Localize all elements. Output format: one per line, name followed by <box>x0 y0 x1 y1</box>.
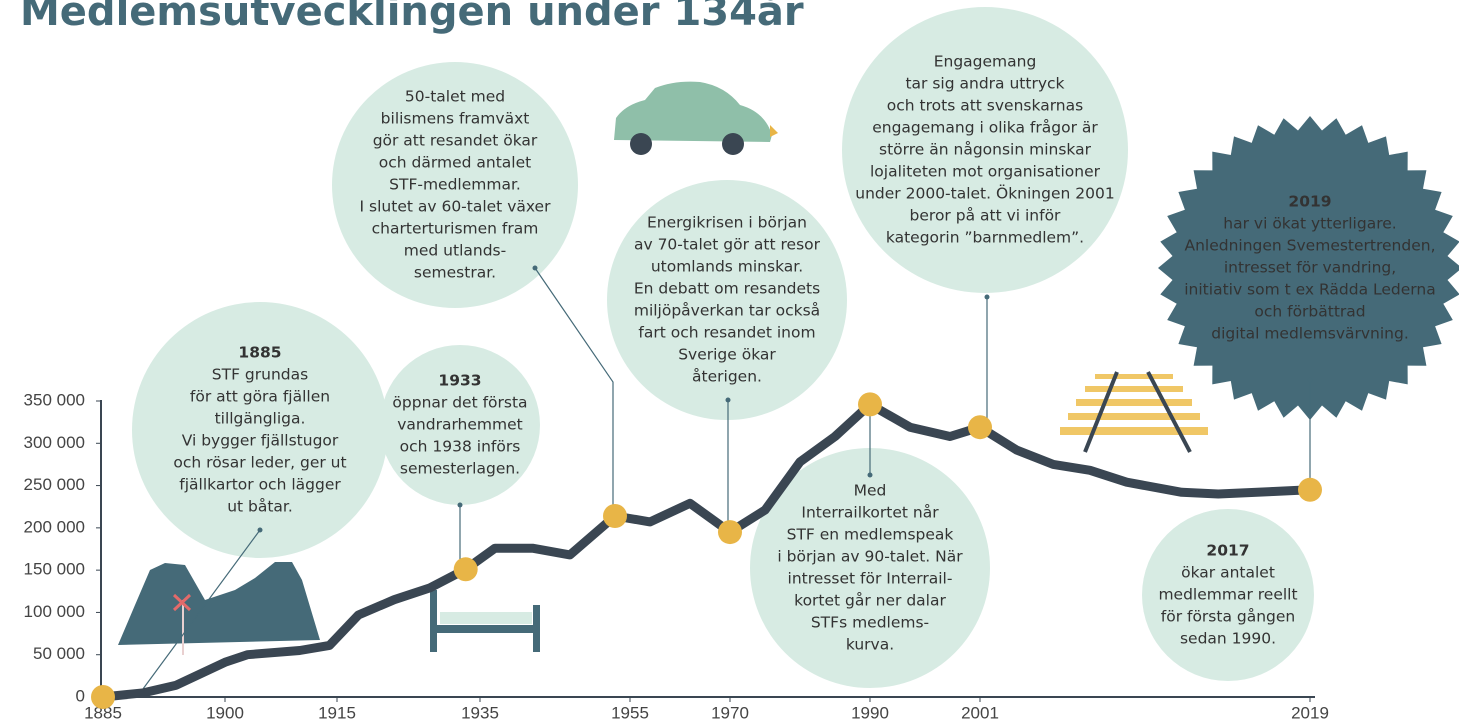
highlight-dot <box>91 685 115 709</box>
annotation-text: engagemang i olika frågor är <box>872 119 1098 137</box>
highlight-dot <box>968 415 992 439</box>
annotation-title: 2019 <box>1288 193 1331 211</box>
x-tick-label: 1900 <box>206 703 244 722</box>
annotation-text: Engagemang <box>934 53 1037 71</box>
mountain <box>118 562 320 645</box>
annotation-text: ökar antalet <box>1181 564 1275 582</box>
annotation-text: intresset för vandring, <box>1224 259 1396 277</box>
annotation-text: med utlands- <box>404 242 506 260</box>
leader-dot <box>458 503 463 508</box>
annotation-text: under 2000-talet. Ökningen 2001 <box>855 184 1114 203</box>
y-tick-label: 200 000 <box>24 517 85 536</box>
x-tick-label: 1935 <box>461 703 499 722</box>
annotation-text: intresset för Interrail- <box>788 570 953 588</box>
highlight-dot <box>1298 478 1322 502</box>
annotation-text: återigen. <box>692 368 762 386</box>
annotation-text: semesterlagen. <box>400 460 520 478</box>
x-tick-label: 1955 <box>611 703 649 722</box>
annotation-text: öppnar det första <box>392 394 527 412</box>
y-tick-label: 350 000 <box>24 390 85 409</box>
leader-dot <box>1308 378 1313 383</box>
annotation-text: sedan 1990. <box>1180 630 1276 648</box>
annotation-text: Interrailkortet når <box>801 504 939 522</box>
annotation-text: charterturismen fram <box>372 220 539 238</box>
annotation-text: av 70-talet gör att resor <box>634 236 821 254</box>
y-tick-label: 100 000 <box>24 602 85 621</box>
annotation-text: har vi ökat ytterligare. <box>1223 215 1396 233</box>
annotation-text: större än någonsin minskar <box>879 141 1092 159</box>
annotation-text: fjällkartor och lägger <box>179 476 341 494</box>
annotation-text: STF en medlemspeak <box>787 526 954 544</box>
annotation-text: 50-talet med <box>405 88 505 106</box>
infographic: Medlemsutvecklingen under 134år 1885 STF … <box>0 0 1459 724</box>
highlight-dot <box>454 557 478 581</box>
annotation-text: och trots att svenskarnas <box>887 97 1083 115</box>
annotation-text: medlemmar reellt <box>1158 586 1297 604</box>
annotation-text: kortet går ner dalar <box>794 592 946 610</box>
annotations: 1885 STF grundas för att göra fjällen tillg… <box>132 7 1459 693</box>
x-tick-label: 2001 <box>961 703 999 722</box>
annotation-text: lojaliteten mot organisationer <box>870 163 1101 181</box>
annotation-title: 1885 <box>238 344 281 362</box>
car <box>614 82 778 155</box>
leader-dot <box>726 398 731 403</box>
x-tick-label: 1990 <box>851 703 889 722</box>
annotation-text: och 1938 införs <box>400 438 521 456</box>
annotation-text: för första gången <box>1161 608 1296 626</box>
annotation-text: tar sig andra uttryck <box>905 75 1064 93</box>
y-tick-label: 50 000 <box>33 644 85 663</box>
annotation-text: Med <box>854 482 887 500</box>
annotation-text: Energikrisen i början <box>647 214 807 232</box>
x-tick-label: 2019 <box>1291 703 1329 722</box>
rail-tracks <box>1060 372 1208 452</box>
x-tick-label: 1970 <box>711 703 749 722</box>
bubble <box>132 302 388 558</box>
annotation-text: Anledningen Svemestertrenden, <box>1184 237 1435 255</box>
leader-dot <box>533 266 538 271</box>
leader-dot <box>868 473 873 478</box>
annotation-text: gör att resandet ökar <box>373 132 538 150</box>
chart-title: Medlemsutvecklingen under 134år <box>20 0 804 35</box>
annotation-text: semestrar. <box>414 264 496 282</box>
annotation-text: Sverige ökar <box>678 346 776 364</box>
annotation-text: och därmed antalet <box>379 154 531 172</box>
annotation-text: STF-medlemmar. <box>389 176 521 194</box>
annotation-text: kurva. <box>846 636 894 654</box>
annotation-text: för att göra fjällen <box>190 388 330 406</box>
annotation-text: I slutet av 60-talet växer <box>360 198 552 216</box>
annotation-text: initiativ som t ex Rädda Lederna <box>1184 281 1435 299</box>
annotation-text: STFs medlems- <box>811 614 929 632</box>
y-tick-label: 250 000 <box>24 475 85 494</box>
annotation-text: vandrarhemmet <box>397 416 522 434</box>
annotation-text: miljöpåverkan tar också <box>634 302 820 320</box>
annotation-title: 1933 <box>438 372 481 390</box>
annotation-text: ut båtar. <box>227 498 293 516</box>
annotation-text: En debatt om resandets <box>634 280 820 298</box>
leader-line <box>535 268 613 515</box>
leader-dot <box>258 528 263 533</box>
y-tick-label: 150 000 <box>24 560 85 579</box>
leader-dot <box>985 295 990 300</box>
highlight-dot <box>603 504 627 528</box>
y-tick-label: 300 000 <box>24 433 85 452</box>
annotation-text: och rösar leder, ger ut <box>173 454 346 472</box>
annotation-text: fart och resandet inom <box>638 324 815 342</box>
highlight-dot <box>718 520 742 544</box>
annotation-text: digital medlemsvärvning. <box>1211 325 1409 343</box>
annotation-title: 2017 <box>1206 542 1249 560</box>
annotation-text: bilismens framväxt <box>381 110 530 128</box>
annotation-text: Vi bygger fjällstugor <box>182 432 339 450</box>
annotation-text: STF grundas <box>212 366 308 384</box>
annotation-text: kategorin ”barnmedlem”. <box>886 229 1084 247</box>
annotation-text: utomlands minskar. <box>651 258 803 276</box>
annotation-text: beror på att vi inför <box>910 207 1062 225</box>
highlight-dot <box>858 392 882 416</box>
annotation-text: i början av 90-talet. När <box>777 548 963 566</box>
annotation-text: tillgängliga. <box>215 410 306 428</box>
annotation-text: och förbättrad <box>1254 303 1365 321</box>
x-tick-label: 1915 <box>318 703 356 722</box>
bed <box>430 590 540 652</box>
